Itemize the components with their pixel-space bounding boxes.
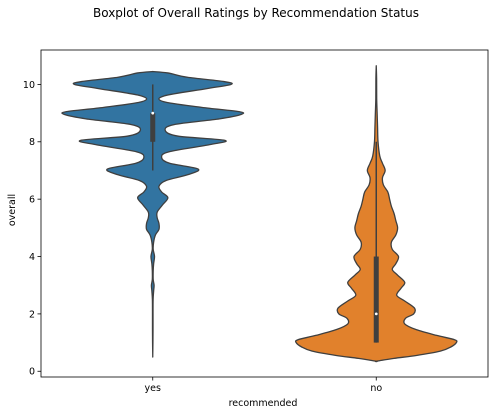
- y-axis-label: overall: [7, 194, 18, 226]
- y-tick-label-0: 0: [29, 367, 35, 378]
- x-tick-label-no: no: [370, 383, 382, 394]
- iqr-box-yes: [150, 113, 156, 142]
- y-tick-label-10: 10: [23, 80, 35, 91]
- plot-frame: [40, 49, 489, 378]
- chart-title: Boxplot of Overall Ratings by Recommenda…: [93, 6, 419, 20]
- y-tick-label-4: 4: [29, 252, 35, 263]
- y-axis: 0 2 4 6 8 10: [23, 80, 41, 378]
- median-marker-no: [374, 312, 378, 316]
- y-tick-label-8: 8: [29, 137, 35, 148]
- x-axis-label: recommended: [229, 398, 298, 409]
- y-tick-label-6: 6: [29, 195, 35, 206]
- iqr-box-no: [373, 256, 379, 343]
- plot-area: [61, 65, 458, 363]
- violin-yes: [61, 70, 245, 358]
- x-tick-label-yes: yes: [145, 383, 161, 394]
- y-tick-label-2: 2: [29, 309, 35, 320]
- median-marker-yes: [151, 111, 155, 115]
- x-axis: yes no: [145, 377, 382, 394]
